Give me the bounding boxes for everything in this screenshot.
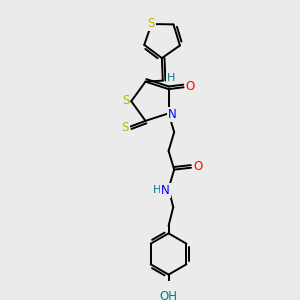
Text: S: S [148,16,155,30]
Text: O: O [193,160,202,173]
Text: S: S [122,94,129,107]
Text: H: H [167,73,176,83]
Text: OH: OH [160,290,178,300]
Text: S: S [121,121,129,134]
Text: N: N [161,184,170,197]
Text: H: H [153,185,161,195]
Text: N: N [168,108,177,121]
Text: O: O [185,80,195,93]
